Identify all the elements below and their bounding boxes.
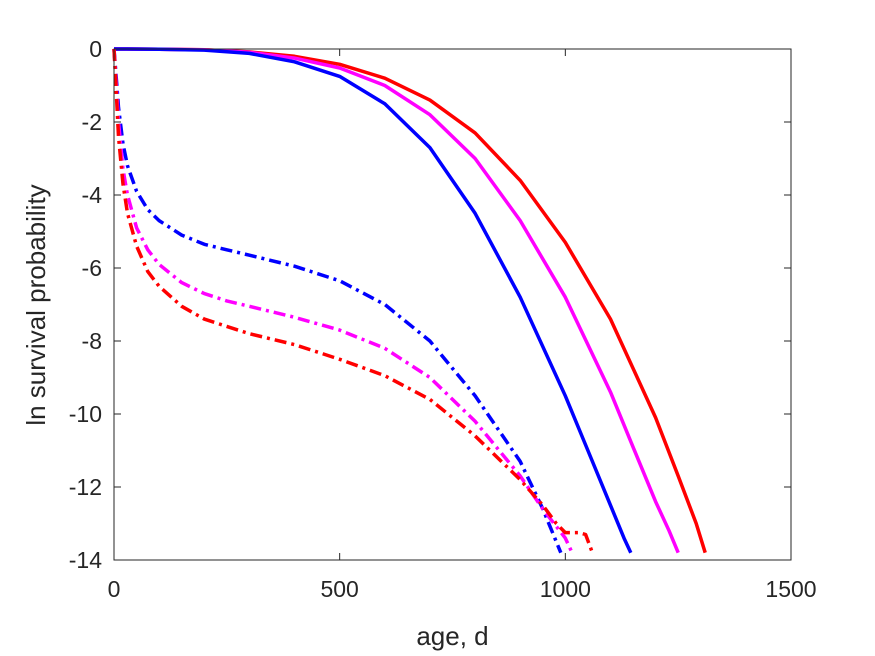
x-tick-label: 0 (108, 576, 121, 602)
series-line-3 (113, 47, 633, 554)
series-line-6 (112, 48, 595, 554)
series-line-5 (112, 48, 574, 554)
series-layer (112, 47, 707, 554)
y-tick-label: -8 (82, 328, 102, 354)
ticks-layer (113, 48, 792, 561)
y-tick-label: -14 (69, 547, 102, 573)
y-tick-label: 0 (89, 36, 102, 62)
y-tick-label: -12 (69, 474, 102, 500)
y-tick-label: -6 (82, 255, 102, 281)
x-tick-label: 1000 (540, 576, 591, 602)
series-line-4 (112, 48, 563, 554)
y-axis-title: ln survival probability (21, 184, 51, 425)
y-tick-label: -4 (82, 182, 103, 208)
y-tick-label: -2 (82, 109, 102, 135)
plot-area-background (114, 49, 791, 560)
x-tick-label: 1500 (765, 576, 816, 602)
x-tick-label: 500 (320, 576, 358, 602)
plot-area-border (113, 48, 792, 561)
y-tick-label: -10 (69, 401, 102, 427)
tick-labels-layer: 0 500 1000 1500 0 -2 -4 -6 -8 -10 -12 -14 (69, 36, 817, 602)
x-axis-title: age, d (416, 621, 488, 651)
